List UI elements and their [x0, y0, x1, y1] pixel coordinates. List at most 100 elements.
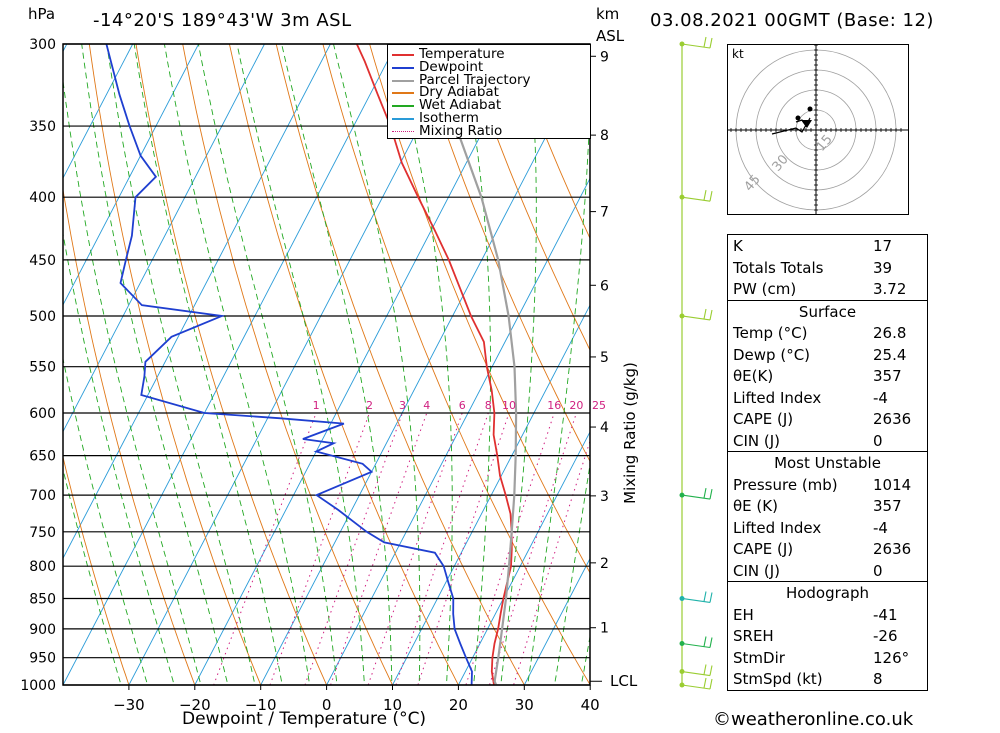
wind-barb — [681, 636, 713, 649]
isotherm-line — [63, 44, 397, 685]
dry-adiabat-line — [509, 44, 590, 240]
plot-frame — [62, 43, 591, 686]
x-tick-label: 10 — [383, 696, 402, 714]
wet-adiabat-line — [281, 44, 393, 685]
surface-label: θE(K) — [733, 367, 774, 385]
wind-barb — [681, 664, 713, 677]
index-row-pw: PW (cm) 3.72 — [728, 278, 927, 300]
isotherm-line — [326, 177, 590, 685]
legend-swatch — [392, 79, 414, 82]
y2-axis-title: Mixing Ratio (g/kg) — [621, 362, 639, 504]
index-value: 17 — [873, 237, 893, 255]
wet-adiabat-line — [197, 44, 338, 685]
pressure-tick-label: 600 — [29, 406, 56, 422]
dry-adiabat-line — [88, 44, 262, 685]
most-unstable-label: θE (K) — [733, 497, 778, 515]
wet-adiabat-line — [500, 44, 537, 685]
mixing-ratio-line — [213, 412, 317, 685]
index-value: 39 — [873, 258, 893, 277]
mixing-ratio-label: 16 — [547, 399, 561, 412]
surface-value: 0 — [873, 431, 883, 450]
mixing-ratio-label: 20 — [569, 399, 583, 412]
legend-swatch — [392, 118, 414, 120]
hodograph-point — [795, 115, 801, 121]
mixing-ratio-line — [417, 412, 510, 685]
x-tick-label: −20 — [179, 696, 211, 714]
dry-adiabat-line — [135, 44, 328, 685]
isotherm-line — [63, 44, 266, 433]
dry-adiabat-line — [182, 44, 394, 685]
surface-row: Dewp (°C) 25.4 — [728, 344, 927, 366]
most-unstable-label: CIN (J) — [733, 561, 781, 580]
wet-adiabat-line — [333, 44, 421, 685]
hodograph-label: StmSpd (kt) — [733, 670, 823, 688]
datetime-title: 03.08.2021 00GMT (Base: 12) — [650, 10, 934, 31]
isotherm-line — [391, 304, 590, 685]
legend-label: Temperature — [419, 46, 505, 62]
dry-adiabat-line — [955, 7, 1000, 711]
mixing-ratio-label: 3 — [399, 399, 406, 412]
legend-label: Parcel Trajectory — [419, 71, 531, 88]
dry-adiabat-line — [322, 44, 590, 685]
parcel-trajectory-line — [454, 125, 518, 685]
legend-label: Mixing Ratio — [419, 122, 503, 139]
most-unstable-row: Pressure (mb) 1014 — [728, 474, 927, 496]
mixing-ratio-label: 4 — [423, 399, 430, 412]
index-label: K — [733, 237, 743, 255]
most-unstable-value: 357 — [873, 497, 902, 515]
hodograph-row: SREH -26 — [728, 625, 927, 647]
wet-adiabat-line — [81, 44, 229, 685]
dry-adiabat-line — [228, 44, 459, 685]
surface-row: θE(K) 357 — [728, 365, 927, 387]
hodograph-value: -26 — [873, 627, 898, 645]
pressure-tick-label: 900 — [29, 622, 56, 638]
x-tick-label: 0 — [322, 696, 332, 714]
isotherm-line — [523, 557, 590, 685]
wet-adiabat-line — [392, 44, 453, 685]
most-unstable-row: θE (K) 357 — [728, 495, 927, 517]
legend-label: Dry Adiabat — [419, 84, 499, 101]
most-unstable-label: Lifted Index — [733, 518, 822, 537]
hodograph-row: StmDir 126° — [728, 647, 927, 669]
wet-adiabat-line — [133, 44, 283, 685]
index-label: Totals Totals — [733, 258, 824, 277]
surface-value: -4 — [873, 388, 888, 407]
legend-item: Parcel Trajectory — [388, 71, 588, 88]
legend-label: Isotherm — [419, 110, 479, 126]
hodograph-label: EH — [733, 605, 754, 624]
surface-row: Temp (°C) 26.8 — [728, 322, 927, 344]
pressure-tick-label: 1000 — [20, 678, 56, 694]
legend-swatch — [392, 66, 414, 69]
surface-title: Surface — [798, 302, 857, 321]
wet-adiabat-line — [63, 467, 122, 685]
dry-adiabat-line — [415, 44, 590, 463]
legend-item: Dewpoint — [388, 60, 588, 74]
legend-item: Wet Adiabat — [388, 98, 588, 112]
km-tick-label: 8 — [600, 128, 609, 144]
km-unit-label: km — [596, 5, 620, 23]
pressure-tick-label: 800 — [29, 559, 56, 575]
dry-adiabat-line — [63, 187, 196, 685]
storm-motion-marker — [801, 120, 812, 128]
legend-item: Mixing Ratio — [388, 122, 588, 139]
legend-swatch — [392, 130, 414, 132]
mixing-ratio-line — [465, 412, 555, 685]
hodograph-table-title: Hodograph — [785, 584, 870, 602]
wind-barb-column — [679, 36, 713, 690]
most-unstable-row: Lifted Index -4 — [728, 517, 927, 539]
mixing-ratio-label: 6 — [459, 399, 466, 412]
surface-value: 26.8 — [873, 324, 907, 342]
mixing-ratio-label: 2 — [366, 399, 373, 412]
most-unstable-value: -4 — [873, 518, 888, 537]
isotherm-line — [0, 7, 20, 711]
wet-adiabat-line — [527, 98, 590, 685]
surface-label: Lifted Index — [733, 388, 822, 407]
dewpoint-profile-line — [105, 44, 475, 685]
wind-barb — [681, 36, 713, 49]
pressure-tick-label: 350 — [29, 119, 56, 135]
wind-barb — [681, 190, 713, 202]
isotherm-line — [63, 44, 331, 560]
x-axis-title: Dewpoint / Temperature (°C) — [182, 709, 427, 729]
